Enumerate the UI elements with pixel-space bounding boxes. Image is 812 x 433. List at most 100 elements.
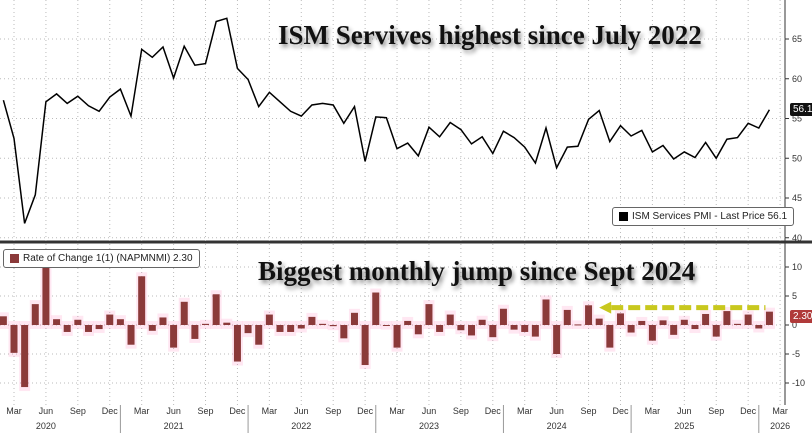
y-tick-label: 10	[792, 262, 802, 272]
roc-bar	[648, 325, 656, 341]
y-tick-label: 45	[792, 193, 802, 203]
roc-bar	[148, 325, 156, 331]
roc-bar	[595, 318, 603, 325]
y-tick-label: 50	[792, 153, 802, 163]
roc-bar	[361, 325, 369, 366]
roc-bar	[638, 320, 646, 325]
roc-bar	[276, 325, 284, 332]
roc-bar	[191, 325, 199, 339]
x-tick-label: Dec	[485, 406, 502, 416]
roc-bar	[627, 325, 635, 333]
year-label: 2024	[547, 421, 567, 431]
legend-swatch	[10, 254, 19, 263]
roc-bar	[542, 299, 550, 325]
y-tick-label: 0	[792, 320, 797, 330]
x-tick-label: Dec	[357, 406, 374, 416]
roc-bar	[585, 305, 593, 325]
roc-bar	[436, 325, 444, 332]
x-tick-label: Jun	[39, 406, 54, 416]
roc-bar	[372, 292, 380, 325]
x-tick-label: Sep	[453, 406, 469, 416]
roc-bar	[116, 319, 124, 325]
roc-bar	[10, 325, 18, 353]
roc-bar	[53, 319, 61, 325]
roc-bar	[489, 325, 497, 338]
top-chart-title: ISM Servives highest since July 2022	[278, 20, 702, 50]
year-label: 2021	[164, 421, 184, 431]
x-tick-label: Jun	[549, 406, 564, 416]
roc-bar	[21, 325, 29, 388]
roc-bar	[170, 325, 178, 348]
roc-bar	[755, 325, 763, 329]
x-tick-label: Jun	[166, 406, 181, 416]
roc-bar	[712, 325, 720, 337]
roc-bar	[212, 294, 220, 325]
roc-bar	[255, 325, 263, 345]
x-tick-label: Mar	[389, 406, 405, 416]
roc-bar	[765, 311, 773, 325]
year-label: 2026	[770, 421, 790, 431]
roc-bar	[510, 325, 518, 330]
year-label: 2022	[291, 421, 311, 431]
roc-bar	[95, 325, 103, 330]
bottom-legend: Rate of Change 1(1) (NAPMNMI) 2.30	[3, 249, 200, 268]
roc-bar	[702, 313, 710, 325]
roc-bar	[531, 325, 539, 337]
x-tick-label: Mar	[517, 406, 533, 416]
roc-bar	[308, 316, 316, 325]
roc-bar	[563, 309, 571, 325]
x-tick-label: Sep	[198, 406, 214, 416]
roc-bar	[340, 325, 348, 339]
roc-bar	[106, 314, 114, 325]
roc-bar	[138, 276, 146, 325]
top-legend-label: ISM Services PMI - Last Price 56.1	[632, 211, 788, 222]
top-last-value-tag: 56.1	[790, 103, 812, 116]
roc-bar	[31, 304, 39, 325]
x-tick-label: Mar	[645, 406, 661, 416]
bottom-legend-label: Rate of Change 1(1) (NAPMNMI) 2.30	[23, 253, 193, 264]
x-tick-label: Jun	[294, 406, 309, 416]
roc-bar	[0, 316, 7, 325]
y-tick-label: 55	[792, 114, 802, 124]
roc-bar	[329, 325, 337, 327]
roc-bar	[574, 324, 582, 326]
year-label: 2025	[674, 421, 694, 431]
roc-bar	[382, 325, 390, 326]
roc-bar	[446, 314, 454, 325]
roc-bar	[478, 319, 486, 325]
roc-bar	[734, 323, 742, 325]
roc-bar	[223, 322, 231, 325]
annotation-arrow-head	[599, 301, 612, 314]
x-tick-label: Sep	[325, 406, 341, 416]
roc-bar	[521, 325, 529, 332]
roc-bar	[723, 311, 731, 325]
year-label: 2020	[36, 421, 56, 431]
roc-bar	[393, 325, 401, 348]
roc-bar	[159, 317, 167, 325]
roc-bar	[606, 325, 614, 348]
x-tick-label: Dec	[612, 406, 629, 416]
roc-bar	[499, 308, 507, 325]
roc-bar	[233, 325, 241, 362]
bottom-last-value-tag: 2.30	[790, 310, 812, 323]
roc-bar	[457, 325, 465, 331]
top-legend: ISM Services PMI - Last Price 56.1	[612, 207, 795, 226]
roc-bar	[287, 325, 295, 332]
roc-bar	[42, 257, 50, 325]
roc-bar	[84, 325, 92, 332]
y-tick-label: 40	[792, 233, 802, 243]
roc-bar	[744, 314, 752, 325]
roc-bar	[414, 325, 422, 335]
roc-bar	[616, 313, 624, 325]
roc-bar	[297, 325, 305, 329]
x-tick-label: Mar	[134, 406, 150, 416]
bottom-chart-title: Biggest monthly jump since Sept 2024	[258, 256, 696, 286]
roc-bar	[553, 325, 561, 354]
x-tick-label: Sep	[581, 406, 597, 416]
x-tick-label: Sep	[708, 406, 724, 416]
x-tick-label: Mar	[6, 406, 22, 416]
roc-bar	[350, 312, 358, 325]
x-tick-label: Dec	[229, 406, 246, 416]
